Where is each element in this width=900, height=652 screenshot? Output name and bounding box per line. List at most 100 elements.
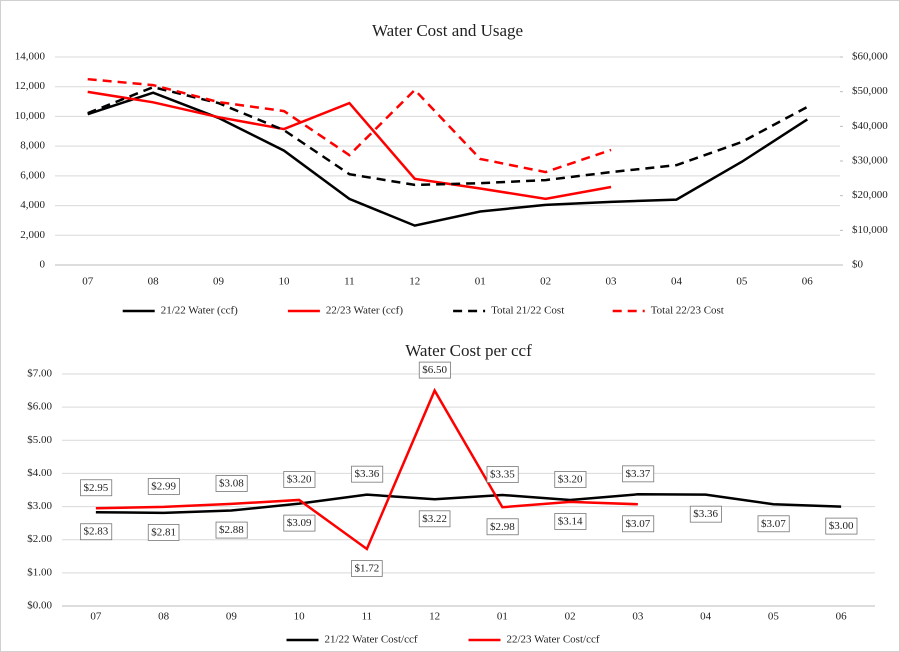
data-label-box — [147, 478, 180, 495]
x-tick-label: 09 — [213, 276, 225, 288]
data-label-text: $3.07 — [761, 518, 786, 530]
x-tick-label: 09 — [226, 611, 238, 623]
data-label-box — [418, 361, 451, 379]
legend-label: 21/22 Water Cost/ccf — [325, 634, 418, 646]
data-label-text: $6.50 — [422, 364, 447, 376]
data-label-box — [147, 523, 180, 541]
x-tick-label: 02 — [540, 276, 551, 288]
data-label: $6.50 — [418, 361, 451, 379]
data-label: $3.20 — [283, 471, 316, 488]
y-tick-label: $3.00 — [27, 500, 52, 512]
data-label-text: $3.08 — [219, 477, 244, 489]
y-tick-label: $6.00 — [27, 401, 52, 413]
y-tick-label: 0 — [40, 259, 46, 271]
data-label-box — [351, 560, 383, 577]
chart-title: Water Cost and Usage — [372, 21, 523, 40]
x-tick-label: 04 — [671, 276, 683, 288]
data-label-box — [554, 513, 587, 530]
data-label-box — [486, 466, 519, 483]
data-label-text: $3.09 — [287, 517, 312, 529]
data-label: $3.07 — [757, 515, 790, 533]
x-tick-label: 07 — [90, 611, 102, 623]
data-label: $3.22 — [418, 510, 451, 528]
data-label: $3.36 — [351, 465, 384, 483]
y-tick-label: 4,000 — [20, 199, 45, 211]
x-tick-label: 11 — [362, 611, 373, 623]
y-tick-label: $5.00 — [27, 434, 52, 446]
y-tick-label: 2,000 — [20, 229, 45, 241]
series-line — [95, 387, 638, 551]
data-label-text: $2.98 — [490, 521, 515, 533]
data-label-box — [622, 515, 655, 533]
y-tick-label: 12,000 — [15, 80, 46, 92]
data-label: $3.20 — [554, 471, 587, 488]
data-label: $3.36 — [689, 505, 722, 523]
x-tick-label: 07 — [82, 276, 94, 288]
data-label-box — [486, 518, 519, 536]
x-tick-label: 12 — [429, 611, 440, 623]
series-line — [95, 493, 842, 515]
x-tick-label: 02 — [565, 611, 576, 623]
data-label-box — [622, 465, 655, 483]
y-tick-label: $2.00 — [27, 533, 52, 545]
data-label-box — [80, 523, 113, 541]
y-tick-label: $4.00 — [27, 467, 52, 479]
data-label: $2.88 — [215, 521, 248, 539]
y2-tick-label: $10,000 — [852, 224, 888, 236]
x-tick-label: 12 — [409, 276, 420, 288]
data-label: $3.14 — [554, 513, 587, 530]
data-label-box — [418, 510, 451, 528]
data-label-text: $3.35 — [490, 469, 515, 481]
y2-tick-label: $20,000 — [852, 189, 888, 201]
data-label-text: $3.00 — [829, 520, 854, 532]
y2-tick-label: $40,000 — [852, 120, 888, 132]
data-label: $2.95 — [80, 479, 113, 497]
data-label: $2.99 — [147, 478, 180, 495]
legend-label: 21/22 Water (ccf) — [161, 305, 238, 317]
data-label-text: $3.07 — [626, 518, 651, 530]
data-label-box — [351, 465, 384, 483]
data-label-text: $3.36 — [355, 468, 380, 480]
x-tick-label: 06 — [836, 611, 848, 623]
data-label-text: $3.20 — [287, 473, 312, 485]
data-label-box — [689, 505, 722, 523]
x-tick-label: 04 — [700, 611, 712, 623]
data-label: $3.37 — [622, 465, 655, 483]
data-label: $3.35 — [486, 466, 519, 483]
data-label: $3.07 — [622, 515, 655, 533]
x-tick-label: 11 — [344, 276, 355, 288]
y2-tick-label: $0 — [852, 259, 864, 271]
data-label-text: $3.36 — [693, 508, 718, 520]
data-label-text: $1.72 — [355, 563, 380, 575]
data-label-box — [554, 471, 587, 488]
x-tick-label: 05 — [736, 276, 748, 288]
data-label-box — [215, 475, 248, 492]
data-label: $3.09 — [283, 514, 316, 532]
y-tick-label: 8,000 — [20, 140, 45, 152]
x-tick-label: 03 — [632, 611, 644, 623]
data-label-box — [283, 471, 316, 488]
y-tick-label: 6,000 — [20, 169, 45, 181]
y-tick-label: 14,000 — [15, 51, 46, 63]
data-label-text: $2.99 — [151, 480, 176, 492]
data-label-text: $3.22 — [422, 513, 447, 525]
data-label: $2.83 — [80, 523, 113, 541]
series-line — [87, 90, 612, 201]
y2-tick-label: $30,000 — [852, 155, 888, 167]
x-tick-label: 08 — [158, 611, 170, 623]
legend-label: Total 22/23 Cost — [651, 305, 724, 317]
y-tick-label: 10,000 — [15, 110, 46, 122]
y-tick-label: $7.00 — [27, 368, 52, 380]
data-label-box — [825, 517, 858, 535]
data-label: $3.08 — [215, 475, 248, 492]
x-tick-label: 10 — [294, 611, 306, 623]
y-tick-label: $0.00 — [27, 600, 52, 612]
data-label-box — [283, 514, 316, 532]
chart-title: Water Cost per ccf — [405, 341, 532, 360]
x-tick-label: 06 — [802, 276, 814, 288]
data-label: $3.00 — [825, 517, 858, 535]
x-tick-label: 01 — [497, 611, 508, 623]
x-tick-label: 03 — [606, 276, 618, 288]
